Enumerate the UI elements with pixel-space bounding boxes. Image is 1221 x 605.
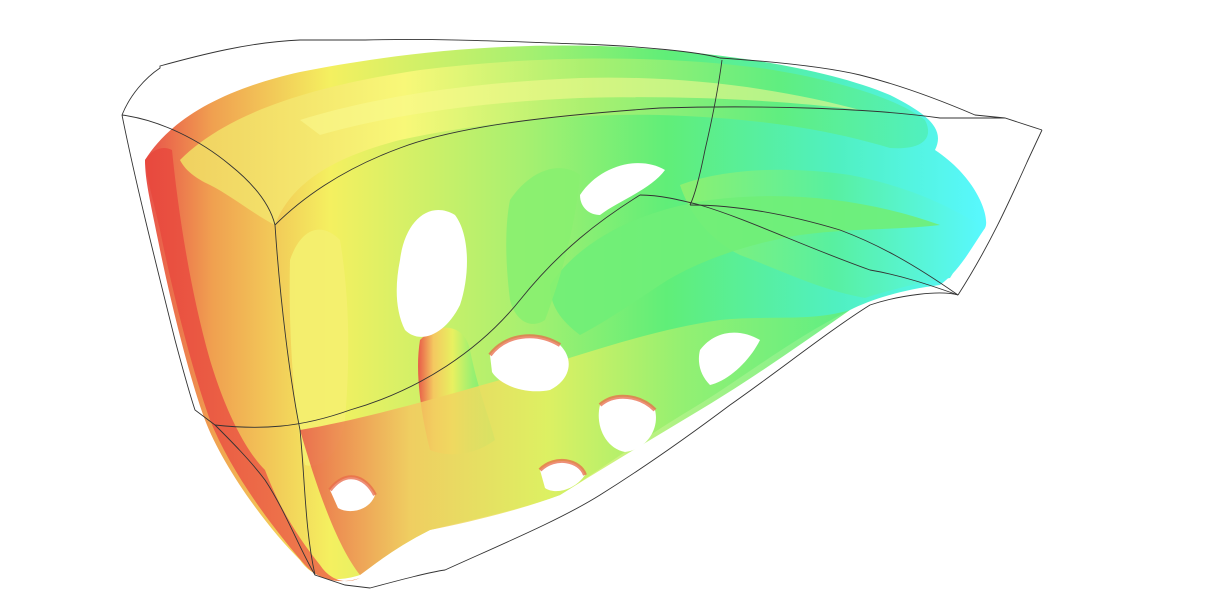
hole xyxy=(580,163,665,215)
mid-tube xyxy=(550,196,940,335)
surface-holes xyxy=(330,163,760,512)
isosurface xyxy=(145,45,987,582)
hole xyxy=(698,332,760,385)
hole xyxy=(540,460,585,492)
hole xyxy=(598,396,656,452)
hole xyxy=(396,210,467,337)
rib-left xyxy=(289,229,349,466)
rib-center xyxy=(506,168,580,324)
bounding-wireframe xyxy=(121,39,1043,589)
upper-tube xyxy=(180,58,929,225)
surface-left-edge xyxy=(145,148,360,582)
hole xyxy=(330,477,375,512)
upper-tube-highlight xyxy=(300,77,860,135)
hole-rims xyxy=(328,334,657,496)
hole xyxy=(490,336,569,392)
